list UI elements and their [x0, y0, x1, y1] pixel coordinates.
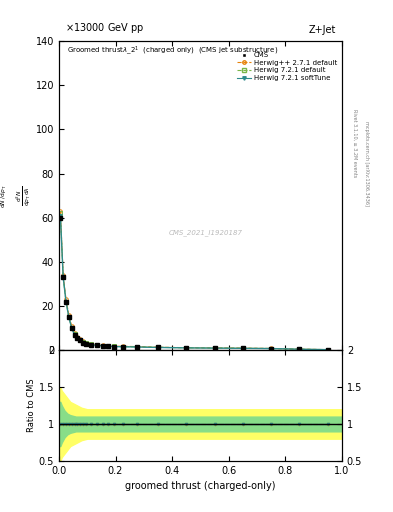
Text: mcplots.cern.ch [arXiv:1306.3436]: mcplots.cern.ch [arXiv:1306.3436] — [364, 121, 369, 206]
X-axis label: groomed thrust (charged-only): groomed thrust (charged-only) — [125, 481, 275, 491]
Y-axis label: $\frac{1}{\mathrm{d}N\,/\,\mathrm{d}p_\mathrm{T}}$
$\frac{\mathrm{d}^2 N}{\mathr: $\frac{1}{\mathrm{d}N\,/\,\mathrm{d}p_\m… — [0, 184, 33, 208]
Text: CMS_2021_I1920187: CMS_2021_I1920187 — [169, 229, 243, 236]
Legend: CMS, Herwig++ 2.7.1 default, Herwig 7.2.1 default, Herwig 7.2.1 softTune: CMS, Herwig++ 2.7.1 default, Herwig 7.2.… — [236, 51, 338, 82]
Y-axis label: Ratio to CMS: Ratio to CMS — [27, 379, 36, 432]
Text: Rivet 3.1.10, ≥ 3.2M events: Rivet 3.1.10, ≥ 3.2M events — [352, 109, 357, 178]
Text: $\times$13000 GeV pp: $\times$13000 GeV pp — [64, 21, 144, 35]
Text: Groomed thrust$\lambda$$\_2^1$  (charged only)  (CMS jet substructure): Groomed thrust$\lambda$$\_2^1$ (charged … — [68, 44, 279, 57]
Text: Z+Jet: Z+Jet — [309, 25, 336, 35]
